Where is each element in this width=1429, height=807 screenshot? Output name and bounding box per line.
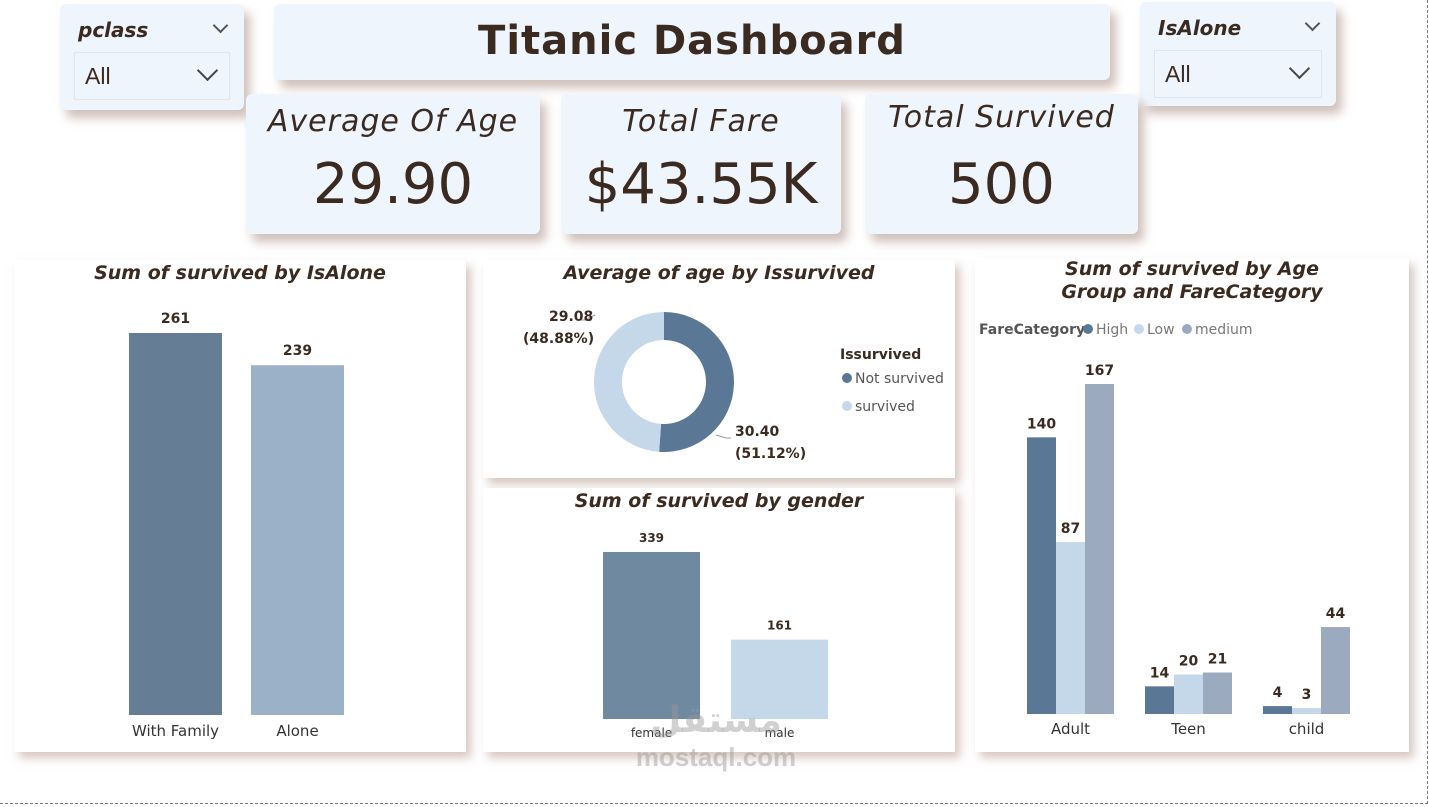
kpi-label: Average Of Age (267, 104, 519, 139)
legend-marker (842, 373, 852, 383)
data-label: 4 (1273, 685, 1283, 701)
bar (1145, 686, 1174, 714)
data-label: 29.08 (549, 309, 593, 325)
kpi-total-fare: Total Fare $43.55K (561, 94, 841, 234)
bar (1085, 384, 1114, 714)
kpi-label: Total Fare (622, 104, 780, 139)
kpi-total-survived: Total Survived 500 (865, 94, 1138, 234)
bar (1027, 437, 1056, 714)
data-label: 161 (767, 619, 792, 633)
legend-label: High (1096, 322, 1128, 338)
legend-label: medium (1195, 322, 1253, 338)
chevron-down-icon[interactable] (212, 17, 229, 34)
x-tick-label: Adult (1051, 720, 1090, 738)
chart-isalone-panel[interactable]: Sum of survived by IsAlone 261 With Famil… (14, 260, 466, 752)
legend-title: FareCategory (979, 322, 1085, 338)
legend-marker (842, 401, 852, 411)
leader-line (579, 314, 596, 321)
chart-title: Sum of survived by Age Group and FareCat… (1061, 258, 1323, 303)
bar (731, 639, 828, 719)
bar (1203, 672, 1232, 714)
data-label: 339 (639, 531, 664, 545)
pclass-dropdown[interactable]: All (74, 52, 230, 100)
chart-agegroup-fare: FareCategory High Low medium 140 87 167 Adult 14… (979, 322, 1350, 738)
bar (1321, 627, 1350, 714)
chevron-down-icon (1288, 57, 1311, 80)
bar (1174, 674, 1203, 714)
isalone-dropdown[interactable]: All (1154, 50, 1322, 98)
data-label: 87 (1061, 521, 1080, 537)
data-label: 261 (161, 311, 190, 327)
pclass-slicer-title: pclass (78, 18, 149, 42)
pclass-slicer: pclass All (60, 4, 244, 110)
x-tick-label: child (1289, 720, 1325, 738)
page-title: Titanic Dashboard (478, 18, 906, 64)
chevron-down-icon (196, 59, 219, 82)
kpi-value: $43.55K (584, 152, 818, 217)
kpi-label: Total Survived (888, 100, 1115, 135)
donut-slice (594, 312, 664, 452)
bar (1292, 708, 1321, 714)
legend-label: Low (1147, 322, 1175, 338)
legend-label: survived (855, 399, 915, 415)
data-label: 14 (1150, 665, 1170, 681)
x-tick-label: male (765, 726, 795, 740)
chart-gender-panel[interactable]: Sum of survived by gender 339 female 161 ma… (483, 488, 955, 752)
bar (603, 552, 700, 719)
legend-marker (1134, 324, 1144, 334)
x-tick-label: Alone (276, 722, 318, 740)
chart-title: Sum of survived by gender (574, 490, 864, 512)
legend-marker (1083, 324, 1093, 334)
chart-age-issurvived-panel[interactable]: Average of age by Issurvived 30.40 (51.12… (483, 260, 955, 478)
data-label: 44 (1326, 606, 1346, 622)
isalone-slicer-title: IsAlone (1158, 16, 1242, 40)
data-label: 3 (1302, 687, 1312, 703)
kpi-average-age: Average Of Age 29.90 (246, 94, 540, 234)
leader-line (715, 434, 731, 439)
data-label: (48.88%) (523, 331, 594, 347)
legend-label: Not survived (855, 371, 944, 387)
chart-agegroup-fare-panel[interactable]: Sum of survived by Age Group and FareCat… (975, 258, 1409, 752)
isalone-selected-value: All (1165, 61, 1191, 87)
isalone-slicer: IsAlone All (1140, 2, 1336, 106)
bar (129, 333, 222, 715)
legend-title: Issurvived (840, 347, 921, 363)
data-label: 140 (1027, 416, 1056, 432)
data-label: 20 (1179, 653, 1199, 669)
bar (1056, 542, 1085, 714)
chart-gender: 339 female 161 male (603, 531, 828, 740)
chevron-down-icon[interactable] (1304, 15, 1321, 32)
chart-age-issurvived: 30.40 (51.12%) 29.08 (48.88%) Issurvived Not … (523, 309, 944, 462)
data-label: (51.12%) (735, 446, 806, 462)
data-label: 239 (283, 343, 312, 359)
kpi-value: 29.90 (312, 152, 474, 217)
x-tick-label: Teen (1170, 720, 1206, 738)
donut-slice (659, 312, 734, 452)
chart-isalone: 261 With Family 239 Alone (129, 311, 344, 740)
legend-marker (1182, 324, 1192, 334)
x-tick-label: With Family (132, 722, 219, 740)
kpi-value: 500 (948, 152, 1055, 217)
bar (251, 365, 344, 715)
chart-title: Average of age by Issurvived (563, 262, 875, 284)
data-label: 21 (1208, 652, 1227, 668)
data-label: 30.40 (735, 424, 780, 440)
title-card: Titanic Dashboard (274, 4, 1110, 80)
pclass-selected-value: All (85, 63, 111, 89)
bar (1263, 706, 1292, 714)
x-tick-label: female (631, 726, 672, 740)
chart-title: Sum of survived by IsAlone (94, 262, 386, 284)
data-label: 167 (1085, 363, 1114, 379)
